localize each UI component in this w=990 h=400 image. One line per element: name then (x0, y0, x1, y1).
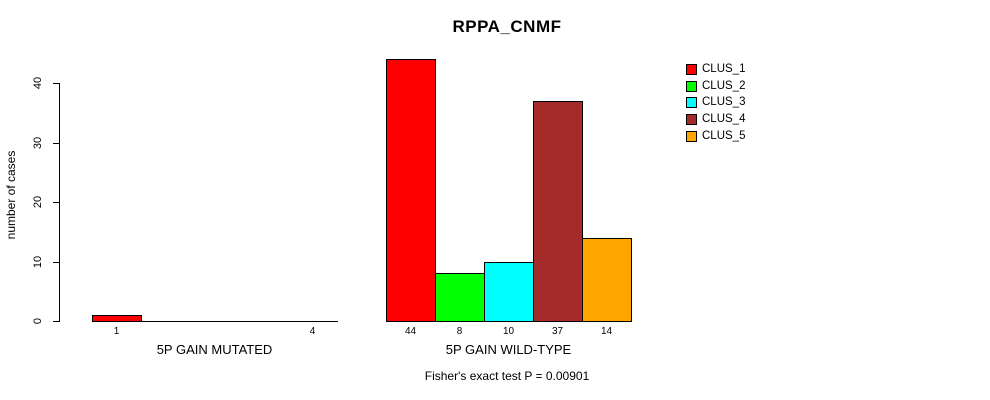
bar-value-label: 4 (309, 326, 316, 337)
legend-color-swatch (686, 97, 697, 108)
y-axis-tick (53, 143, 60, 144)
x-axis-group-label: 5P GAIN MUTATED (156, 342, 273, 357)
bar-clus_4-group2 (533, 101, 583, 322)
legend: CLUS_1 CLUS_2 CLUS_3 CLUS_4 CLUS_5 (680, 58, 790, 148)
y-axis-tick-label: 30 (32, 136, 44, 150)
bar-value-label: 14 (600, 326, 613, 337)
bar-value-label: 44 (404, 326, 417, 337)
bar-clus_5-group2 (582, 238, 632, 322)
legend-label: CLUS_1 (702, 63, 746, 75)
legend-label: CLUS_2 (702, 80, 746, 92)
bar-value-label: 8 (456, 326, 463, 337)
bar-clus_3-group1-zero (190, 321, 240, 322)
legend-color-swatch (686, 81, 697, 92)
bar-clus_2-group2 (435, 273, 485, 322)
y-axis-tick-label: 0 (32, 317, 44, 325)
y-axis-tick-label: 10 (32, 255, 44, 269)
bar-clus_3-group2 (484, 262, 534, 322)
y-axis-tick-label: 40 (32, 76, 44, 90)
bar-clus_4-group1-zero (239, 321, 289, 322)
legend-color-swatch (686, 114, 697, 125)
y-axis-tick (53, 262, 60, 263)
legend-label: CLUS_3 (702, 96, 746, 108)
legend-color-swatch (686, 64, 697, 75)
bar-clus_5-group1-zero (288, 321, 338, 322)
y-axis-tick (53, 202, 60, 203)
x-axis-group-label: 5P GAIN WILD-TYPE (445, 342, 572, 357)
y-axis-tick-label: 20 (32, 195, 44, 209)
legend-color-swatch (686, 131, 697, 142)
bar-clus_1-group1 (92, 315, 142, 322)
bar-value-label: 37 (551, 326, 564, 337)
bar-clus_2-group1-zero (141, 321, 191, 322)
y-axis-tick (53, 83, 60, 84)
legend-label: CLUS_4 (702, 113, 746, 125)
bar-clus_1-group2 (386, 59, 436, 322)
bar-value-label: 1 (113, 326, 120, 337)
y-axis-tick (53, 321, 60, 322)
legend-label: CLUS_5 (702, 130, 746, 142)
bar-value-label: 10 (502, 326, 515, 337)
chart-title: RPPA_CNMF (452, 17, 562, 36)
fisher-test-annotation: Fisher's exact test P = 0.00901 (424, 369, 590, 383)
